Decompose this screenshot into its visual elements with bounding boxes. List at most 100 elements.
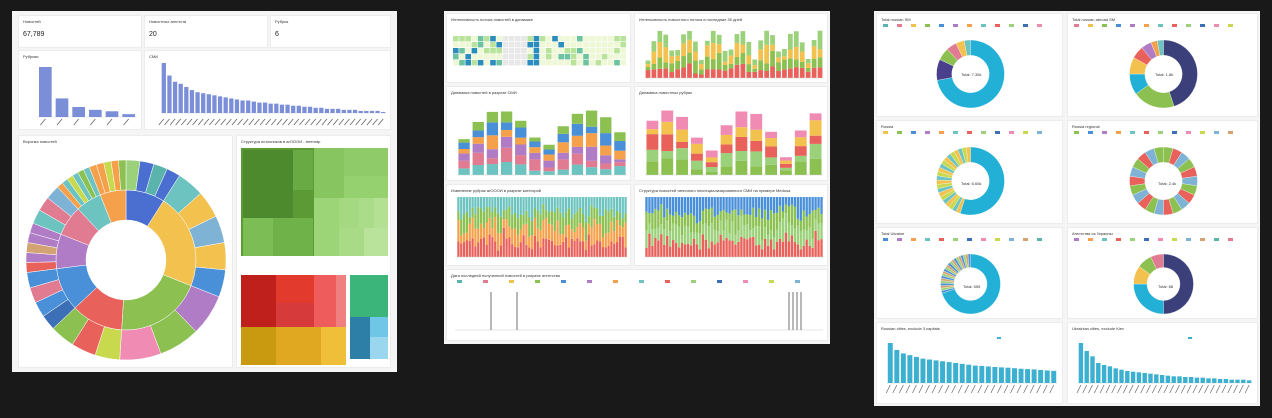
kpi-news[interactable]: Новостей 67,789: [18, 15, 142, 48]
donut-card-1[interactable]: Total russian SM Total: 7.35k: [876, 13, 1063, 117]
stack-segment: [743, 214, 745, 225]
stack-segment: [797, 226, 799, 245]
stack-segment: [539, 230, 541, 247]
donut-card-6[interactable]: Агентства из Украины Total: 88: [1067, 227, 1258, 319]
heatmap-cell: [521, 48, 527, 53]
stack-segment: [752, 197, 754, 208]
stack-segment: [806, 59, 811, 63]
legend-swatch: [1023, 131, 1028, 134]
smi-bar-chart: [145, 51, 392, 131]
heatmap-cell: [540, 48, 546, 53]
funnel-card[interactable]: Воронка новостей: [18, 135, 233, 368]
stack-segment: [723, 65, 728, 71]
donut-card-3[interactable]: Russia Total: 6.65k: [876, 120, 1063, 224]
ua-city-bar: [1171, 376, 1175, 383]
stack-segment: [471, 208, 473, 218]
stack-segment: [558, 170, 569, 175]
stack-segment: [488, 235, 490, 257]
stack-segment: [590, 197, 592, 205]
stack-segment: [576, 197, 578, 211]
heatmap-cell: [465, 36, 471, 41]
heatmap-cell: [602, 42, 608, 47]
legend-swatch: [1116, 24, 1121, 27]
stack-segment: [696, 233, 698, 245]
ru-city-bar: [947, 362, 952, 383]
donut-5-total: Total: 555: [963, 284, 980, 289]
smi-bar: [291, 106, 295, 113]
stack-segment: [770, 230, 772, 239]
legend-swatch: [1158, 24, 1163, 27]
stack-segment: [529, 147, 540, 153]
stack-segment: [691, 169, 703, 175]
stack-segment: [743, 225, 745, 238]
stack-segment: [728, 240, 730, 257]
dyn-rub-card[interactable]: Динамика новостных рубрик: [634, 86, 828, 181]
bars30-card[interactable]: Интенсивность новостного потока в послед…: [634, 13, 828, 83]
rubric-bar: [39, 67, 52, 117]
ru-cities-card[interactable]: Russian cities, exclude 3 capitals: [876, 322, 1063, 404]
stack-segment: [572, 165, 583, 175]
dyn-smi-card[interactable]: Динамика новостей в разрезе СМИ: [446, 86, 631, 181]
stack-segment: [681, 56, 686, 67]
change-card[interactable]: Изменение рубрик агОООИ в разрезе катего…: [446, 184, 631, 266]
heatmap-cell: [546, 42, 552, 47]
stack-segment: [572, 124, 583, 136]
kpi-rubrics[interactable]: Рубрик 6: [270, 15, 391, 48]
ru-city-bar: [1045, 370, 1050, 383]
stack-segment: [559, 234, 561, 245]
heatmap-cell: [465, 42, 471, 47]
legend-swatch: [897, 238, 902, 241]
stack-segment: [646, 129, 658, 134]
stack-segment: [600, 117, 611, 133]
stack-segment: [699, 69, 704, 74]
stack-segment: [696, 244, 698, 257]
stack-segment: [770, 45, 775, 51]
stack-segment: [543, 168, 554, 172]
kpi-agencies[interactable]: Новостных агентств 20: [144, 15, 268, 48]
stack-segment: [473, 165, 484, 175]
ua-cities-card[interactable]: Ukrainian cities, exclude Kiev: [1067, 322, 1258, 404]
stack-segment: [731, 221, 733, 240]
stack-segment: [740, 237, 742, 257]
stack-segment: [669, 63, 674, 72]
stack-segment: [764, 63, 769, 71]
stack-segment: [795, 137, 807, 146]
stack-segment: [723, 51, 728, 62]
legend-swatch: [509, 280, 514, 283]
stack-segment: [585, 197, 587, 222]
donut-card-4[interactable]: Russia regional Total: 2.4k: [1067, 120, 1258, 224]
stack-segment: [794, 47, 799, 60]
stack-segment: [545, 239, 547, 257]
legend-swatch: [967, 238, 972, 241]
heatmap-cell: [565, 48, 571, 53]
stack-segment: [741, 31, 746, 44]
rubrics-chart-card[interactable]: Рубрики: [18, 50, 142, 130]
stack-segment: [582, 241, 584, 257]
stack-segment: [663, 245, 665, 257]
smi-chart-card[interactable]: СМИ: [144, 50, 391, 130]
ua-city-bar: [1166, 376, 1170, 383]
heatmap-cell: [596, 54, 602, 59]
heatmap-cell: [515, 48, 521, 53]
stack-segment: [551, 241, 553, 257]
ru-city-bar: [1038, 370, 1043, 383]
heatmap-card[interactable]: Интенсивность потока новостей в динамике: [446, 13, 631, 83]
stack-segment: [503, 219, 505, 228]
stack-segment: [463, 242, 465, 257]
stack-segment: [599, 216, 601, 224]
stack-segment: [735, 65, 740, 78]
donut-card-5[interactable]: Total Ukraine Total: 555: [876, 227, 1063, 319]
legend-swatch: [1200, 238, 1205, 241]
timeline-card[interactable]: Дата последней полученной новостей в раз…: [446, 269, 828, 341]
heatmap-cell: [459, 42, 465, 47]
stack-segment: [706, 167, 718, 172]
stack-segment: [797, 197, 799, 219]
donut-card-2[interactable]: Total russian abroad SM Total: 1.8k: [1067, 13, 1258, 117]
smi-bar: [246, 101, 250, 114]
struct-card[interactable]: Структура новостей типичного неспециализ…: [634, 184, 828, 266]
stack-segment: [805, 197, 807, 217]
donut-6-total: Total: 88: [1158, 284, 1173, 289]
stack-segment: [622, 237, 624, 257]
heatmap-cell: [509, 60, 515, 65]
treemap-card[interactable]: Структура источников в агОООИ - treemap: [236, 135, 391, 368]
